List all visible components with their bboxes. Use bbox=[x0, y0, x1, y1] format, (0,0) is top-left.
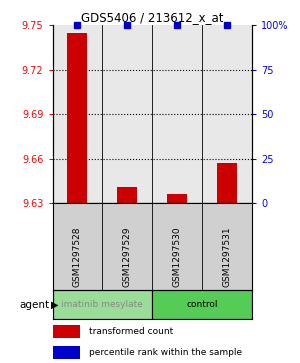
Bar bbox=[152, 290, 252, 319]
Text: GSM1297531: GSM1297531 bbox=[223, 226, 232, 287]
Text: GSM1297530: GSM1297530 bbox=[173, 226, 182, 287]
Text: GSM1297528: GSM1297528 bbox=[73, 227, 82, 287]
Title: GDS5406 / 213612_x_at: GDS5406 / 213612_x_at bbox=[81, 11, 224, 24]
Text: agent: agent bbox=[20, 300, 50, 310]
Bar bbox=[117, 187, 137, 203]
Text: percentile rank within the sample: percentile rank within the sample bbox=[89, 348, 242, 356]
Bar bbox=[52, 346, 80, 359]
Bar bbox=[167, 195, 187, 203]
Text: control: control bbox=[186, 301, 218, 309]
Text: GSM1297529: GSM1297529 bbox=[123, 227, 132, 287]
Text: transformed count: transformed count bbox=[89, 327, 173, 336]
Bar bbox=[52, 290, 152, 319]
Bar bbox=[68, 33, 87, 203]
Text: imatinib mesylate: imatinib mesylate bbox=[61, 301, 143, 309]
Text: ▶: ▶ bbox=[51, 300, 59, 310]
Bar bbox=[217, 163, 237, 203]
Bar bbox=[52, 325, 80, 338]
